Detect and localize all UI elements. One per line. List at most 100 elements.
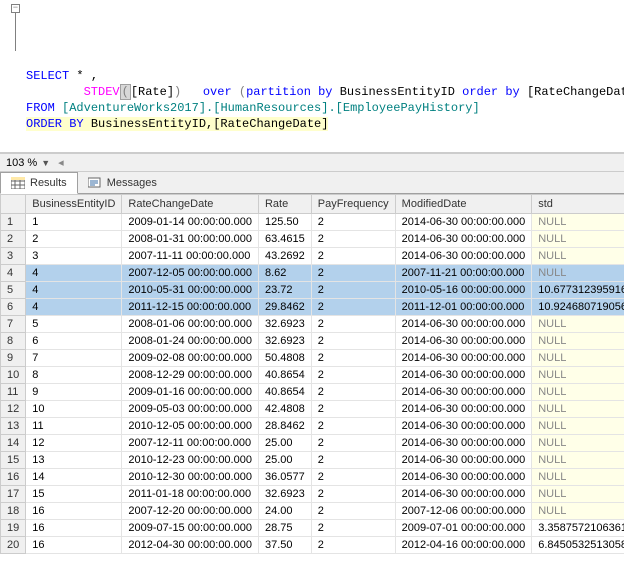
data-cell[interactable]: 63.4615 [258, 231, 311, 248]
data-cell[interactable]: NULL [532, 469, 624, 486]
table-row[interactable]: 14122007-12-11 00:00:00.00025.0022014-06… [1, 435, 624, 452]
data-cell[interactable]: 6.8450532513058 [532, 537, 624, 554]
data-cell[interactable]: 42.4808 [258, 401, 311, 418]
data-cell[interactable]: 2 [311, 265, 395, 282]
rownum-cell[interactable]: 1 [1, 214, 26, 231]
data-cell[interactable]: 2 [311, 401, 395, 418]
rownum-cell[interactable]: 8 [1, 333, 26, 350]
data-cell[interactable]: 6 [26, 333, 122, 350]
data-cell[interactable]: 2011-01-18 00:00:00.000 [122, 486, 259, 503]
zoom-scroll-handle[interactable]: ◂ [58, 156, 64, 169]
data-cell[interactable]: 5 [26, 316, 122, 333]
data-cell[interactable]: NULL [532, 384, 624, 401]
data-cell[interactable]: 2014-06-30 00:00:00.000 [395, 214, 532, 231]
data-cell[interactable]: 2007-12-06 00:00:00.000 [395, 503, 532, 520]
data-cell[interactable]: 4 [26, 299, 122, 316]
data-cell[interactable]: 2014-06-30 00:00:00.000 [395, 435, 532, 452]
data-cell[interactable]: NULL [532, 265, 624, 282]
data-cell[interactable]: 7 [26, 350, 122, 367]
rownum-cell[interactable]: 20 [1, 537, 26, 554]
data-cell[interactable]: 2011-12-15 00:00:00.000 [122, 299, 259, 316]
data-cell[interactable]: 2014-06-30 00:00:00.000 [395, 486, 532, 503]
data-cell[interactable]: 2014-06-30 00:00:00.000 [395, 401, 532, 418]
data-cell[interactable]: 2012-04-30 00:00:00.000 [122, 537, 259, 554]
data-cell[interactable]: 37.50 [258, 537, 311, 554]
data-cell[interactable]: 2007-12-11 00:00:00.000 [122, 435, 259, 452]
data-cell[interactable]: 2014-06-30 00:00:00.000 [395, 452, 532, 469]
data-cell[interactable]: 2 [311, 333, 395, 350]
rownum-header[interactable] [1, 195, 26, 214]
data-cell[interactable]: 2 [311, 486, 395, 503]
data-cell[interactable]: 15 [26, 486, 122, 503]
data-cell[interactable]: 2009-01-14 00:00:00.000 [122, 214, 259, 231]
table-row[interactable]: 642011-12-15 00:00:00.00029.846222011-12… [1, 299, 624, 316]
table-row[interactable]: 1082008-12-29 00:00:00.00040.865422014-0… [1, 367, 624, 384]
zoom-dropdown-icon[interactable]: ▼ [41, 158, 50, 168]
data-cell[interactable]: 2 [311, 452, 395, 469]
data-cell[interactable]: 9 [26, 384, 122, 401]
rownum-cell[interactable]: 5 [1, 282, 26, 299]
data-cell[interactable]: 2010-12-23 00:00:00.000 [122, 452, 259, 469]
table-row[interactable]: 442007-12-05 00:00:00.0008.6222007-11-21… [1, 265, 624, 282]
data-cell[interactable]: 4 [26, 282, 122, 299]
data-cell[interactable]: 10 [26, 401, 122, 418]
data-cell[interactable]: NULL [532, 333, 624, 350]
tab-messages[interactable]: Messages [78, 172, 167, 193]
rownum-cell[interactable]: 14 [1, 435, 26, 452]
data-cell[interactable]: 10.6773123959169 [532, 282, 624, 299]
data-cell[interactable]: 23.72 [258, 282, 311, 299]
data-cell[interactable]: 2 [311, 316, 395, 333]
data-cell[interactable]: 2014-06-30 00:00:00.000 [395, 418, 532, 435]
rownum-cell[interactable]: 3 [1, 248, 26, 265]
data-cell[interactable]: 12 [26, 435, 122, 452]
data-cell[interactable]: 16 [26, 503, 122, 520]
data-cell[interactable]: NULL [532, 486, 624, 503]
rownum-cell[interactable]: 6 [1, 299, 26, 316]
data-cell[interactable]: 2 [311, 214, 395, 231]
data-cell[interactable]: 13 [26, 452, 122, 469]
data-cell[interactable]: 2007-11-21 00:00:00.000 [395, 265, 532, 282]
zoom-level[interactable]: 103 % [6, 157, 37, 169]
data-cell[interactable]: 32.6923 [258, 486, 311, 503]
data-cell[interactable]: 28.75 [258, 520, 311, 537]
tab-results[interactable]: Results [0, 172, 78, 194]
data-cell[interactable]: 3 [26, 248, 122, 265]
rownum-cell[interactable]: 13 [1, 418, 26, 435]
data-cell[interactable]: 3.3587572106361 [532, 520, 624, 537]
table-row[interactable]: 542010-05-31 00:00:00.00023.7222010-05-1… [1, 282, 624, 299]
table-row[interactable]: 20162012-04-30 00:00:00.00037.5022012-04… [1, 537, 624, 554]
rownum-cell[interactable]: 11 [1, 384, 26, 401]
data-cell[interactable]: 2011-12-01 00:00:00.000 [395, 299, 532, 316]
table-row[interactable]: 15132010-12-23 00:00:00.00025.0022014-06… [1, 452, 624, 469]
data-cell[interactable]: 2 [311, 469, 395, 486]
data-cell[interactable]: 2010-12-30 00:00:00.000 [122, 469, 259, 486]
data-cell[interactable]: 125.50 [258, 214, 311, 231]
data-cell[interactable]: 2 [311, 384, 395, 401]
data-cell[interactable]: 32.6923 [258, 333, 311, 350]
rownum-cell[interactable]: 15 [1, 452, 26, 469]
table-row[interactable]: 19162009-07-15 00:00:00.00028.7522009-07… [1, 520, 624, 537]
data-cell[interactable]: 2009-05-03 00:00:00.000 [122, 401, 259, 418]
data-cell[interactable]: NULL [532, 214, 624, 231]
rownum-cell[interactable]: 4 [1, 265, 26, 282]
table-row[interactable]: 12102009-05-03 00:00:00.00042.480822014-… [1, 401, 624, 418]
data-cell[interactable]: 2008-01-06 00:00:00.000 [122, 316, 259, 333]
data-cell[interactable]: 2008-12-29 00:00:00.000 [122, 367, 259, 384]
table-row[interactable]: 112009-01-14 00:00:00.000125.5022014-06-… [1, 214, 624, 231]
rownum-cell[interactable]: 10 [1, 367, 26, 384]
data-cell[interactable]: 11 [26, 418, 122, 435]
data-cell[interactable]: 2014-06-30 00:00:00.000 [395, 469, 532, 486]
data-cell[interactable]: 29.8462 [258, 299, 311, 316]
rownum-cell[interactable]: 16 [1, 469, 26, 486]
rownum-cell[interactable]: 9 [1, 350, 26, 367]
data-cell[interactable]: NULL [532, 231, 624, 248]
rownum-cell[interactable]: 17 [1, 486, 26, 503]
rownum-cell[interactable]: 19 [1, 520, 26, 537]
data-cell[interactable]: 2009-07-01 00:00:00.000 [395, 520, 532, 537]
sql-editor[interactable]: − SELECT * , STDEV([Rate]) over (partiti… [0, 0, 624, 153]
data-cell[interactable]: NULL [532, 452, 624, 469]
data-cell[interactable]: 2 [26, 231, 122, 248]
data-cell[interactable]: 2014-06-30 00:00:00.000 [395, 333, 532, 350]
table-row[interactable]: 13112010-12-05 00:00:00.00028.846222014-… [1, 418, 624, 435]
rownum-cell[interactable]: 2 [1, 231, 26, 248]
